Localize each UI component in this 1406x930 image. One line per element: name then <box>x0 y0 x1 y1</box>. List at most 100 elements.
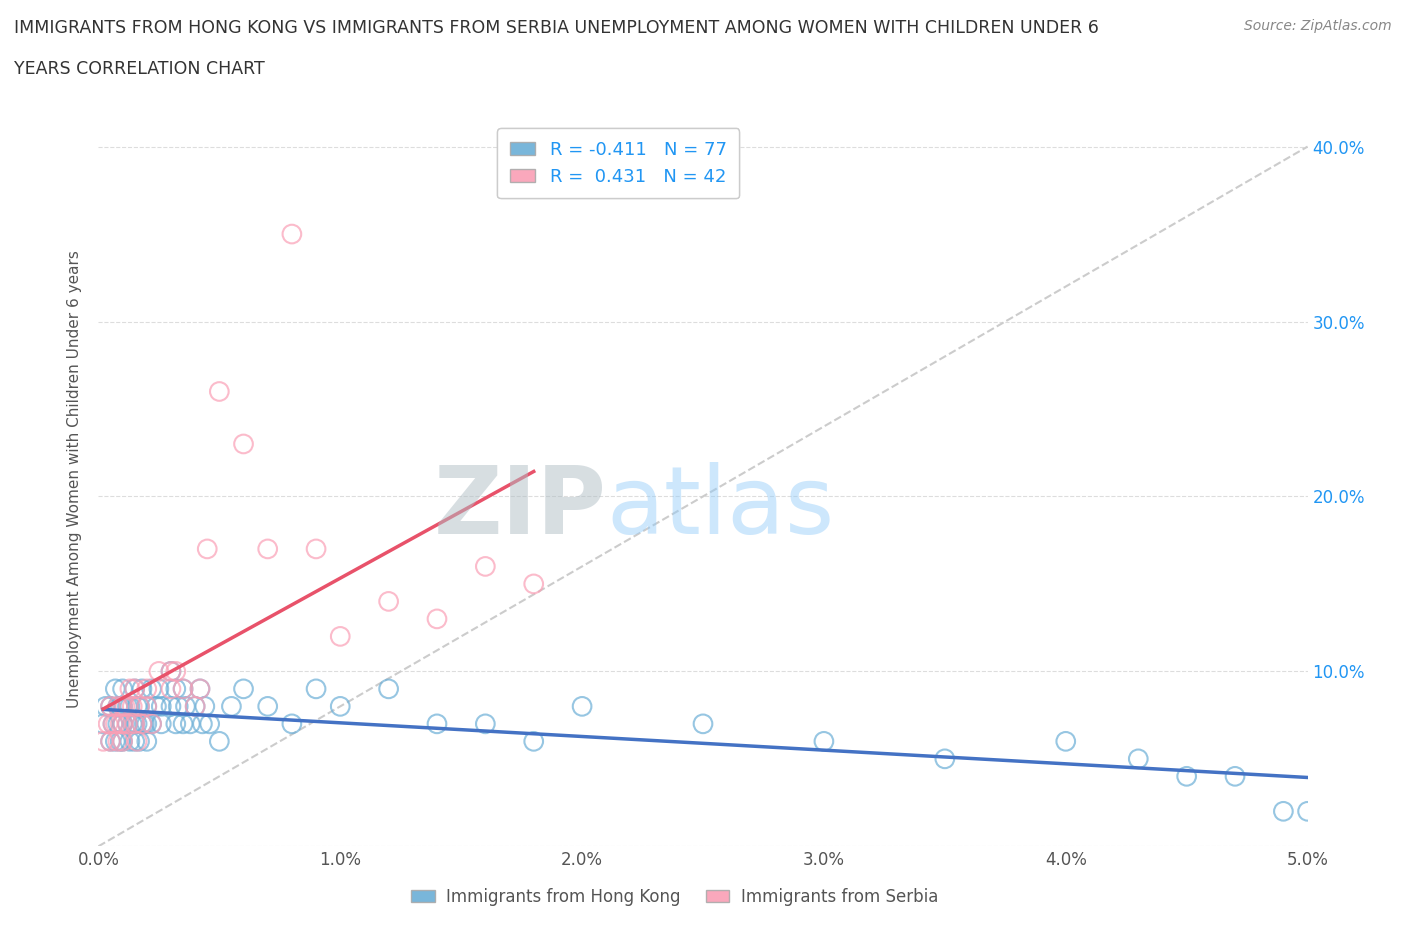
Point <box>160 664 183 679</box>
Point <box>124 716 146 731</box>
Point <box>148 664 170 679</box>
Point <box>523 577 546 591</box>
Point <box>128 734 150 749</box>
Point <box>179 716 201 731</box>
Point <box>571 699 593 714</box>
Point <box>165 716 187 731</box>
Point <box>100 699 122 714</box>
Point <box>184 699 207 714</box>
Point <box>184 699 207 714</box>
Point <box>127 734 149 749</box>
Point <box>107 699 129 714</box>
Point <box>124 682 146 697</box>
Point <box>141 716 163 731</box>
Point <box>121 699 143 714</box>
Point <box>101 716 124 731</box>
Text: Source: ZipAtlas.com: Source: ZipAtlas.com <box>1244 19 1392 33</box>
Point <box>131 716 153 731</box>
Point <box>692 716 714 731</box>
Point <box>426 611 449 626</box>
Point <box>108 716 131 731</box>
Point <box>104 716 127 731</box>
Point <box>131 716 153 731</box>
Point <box>128 699 150 714</box>
Point <box>117 716 139 731</box>
Text: YEARS CORRELATION CHART: YEARS CORRELATION CHART <box>14 60 264 78</box>
Point <box>329 629 352 644</box>
Point <box>188 682 211 697</box>
Text: atlas: atlas <box>606 462 835 554</box>
Point <box>145 699 167 714</box>
Point <box>160 699 183 714</box>
Point <box>107 716 129 731</box>
Point <box>111 682 134 697</box>
Point <box>135 682 157 697</box>
Point <box>305 541 328 556</box>
Point <box>426 716 449 731</box>
Point <box>111 716 134 731</box>
Point <box>194 699 217 714</box>
Legend: R = -0.411   N = 77, R =  0.431   N = 42: R = -0.411 N = 77, R = 0.431 N = 42 <box>498 128 740 198</box>
Point <box>174 699 197 714</box>
Point <box>198 716 221 731</box>
Point <box>111 716 134 731</box>
Text: IMMIGRANTS FROM HONG KONG VS IMMIGRANTS FROM SERBIA UNEMPLOYMENT AMONG WOMEN WIT: IMMIGRANTS FROM HONG KONG VS IMMIGRANTS … <box>14 19 1099 36</box>
Point <box>148 682 170 697</box>
Point <box>281 716 304 731</box>
Point <box>135 716 157 731</box>
Point <box>232 436 254 451</box>
Point <box>1175 769 1198 784</box>
Point <box>135 699 157 714</box>
Point <box>111 699 134 714</box>
Point <box>377 594 399 609</box>
Point <box>191 716 214 731</box>
Point <box>474 716 496 731</box>
Point <box>1054 734 1077 749</box>
Point <box>141 682 163 697</box>
Point <box>1128 751 1150 766</box>
Point <box>127 716 149 731</box>
Point <box>208 734 231 749</box>
Point <box>108 734 131 749</box>
Point <box>91 734 114 749</box>
Point <box>1296 804 1319 818</box>
Point <box>118 699 141 714</box>
Point <box>124 734 146 749</box>
Point <box>111 699 134 714</box>
Point <box>1223 769 1246 784</box>
Point <box>100 734 122 749</box>
Point <box>117 699 139 714</box>
Y-axis label: Unemployment Among Women with Children Under 6 years: Unemployment Among Women with Children U… <box>67 250 83 708</box>
Point <box>256 699 278 714</box>
Point <box>111 734 134 749</box>
Point <box>377 682 399 697</box>
Point <box>172 716 194 731</box>
Point <box>100 699 122 714</box>
Point <box>111 716 134 731</box>
Point <box>150 699 173 714</box>
Point <box>100 734 122 749</box>
Point <box>124 682 146 697</box>
Point <box>281 227 304 242</box>
Point <box>118 682 141 697</box>
Point <box>1272 804 1295 818</box>
Point <box>114 699 136 714</box>
Point <box>135 734 157 749</box>
Point <box>195 541 218 556</box>
Point <box>813 734 835 749</box>
Point <box>150 716 173 731</box>
Point <box>172 682 194 697</box>
Point <box>127 699 149 714</box>
Point <box>934 751 956 766</box>
Point <box>108 699 131 714</box>
Point <box>121 716 143 731</box>
Point <box>160 682 183 697</box>
Point <box>141 716 163 731</box>
Point <box>131 682 153 697</box>
Point <box>107 699 129 714</box>
Point <box>329 699 352 714</box>
Point <box>128 699 150 714</box>
Point <box>523 734 546 749</box>
Point <box>221 699 243 714</box>
Point <box>305 682 328 697</box>
